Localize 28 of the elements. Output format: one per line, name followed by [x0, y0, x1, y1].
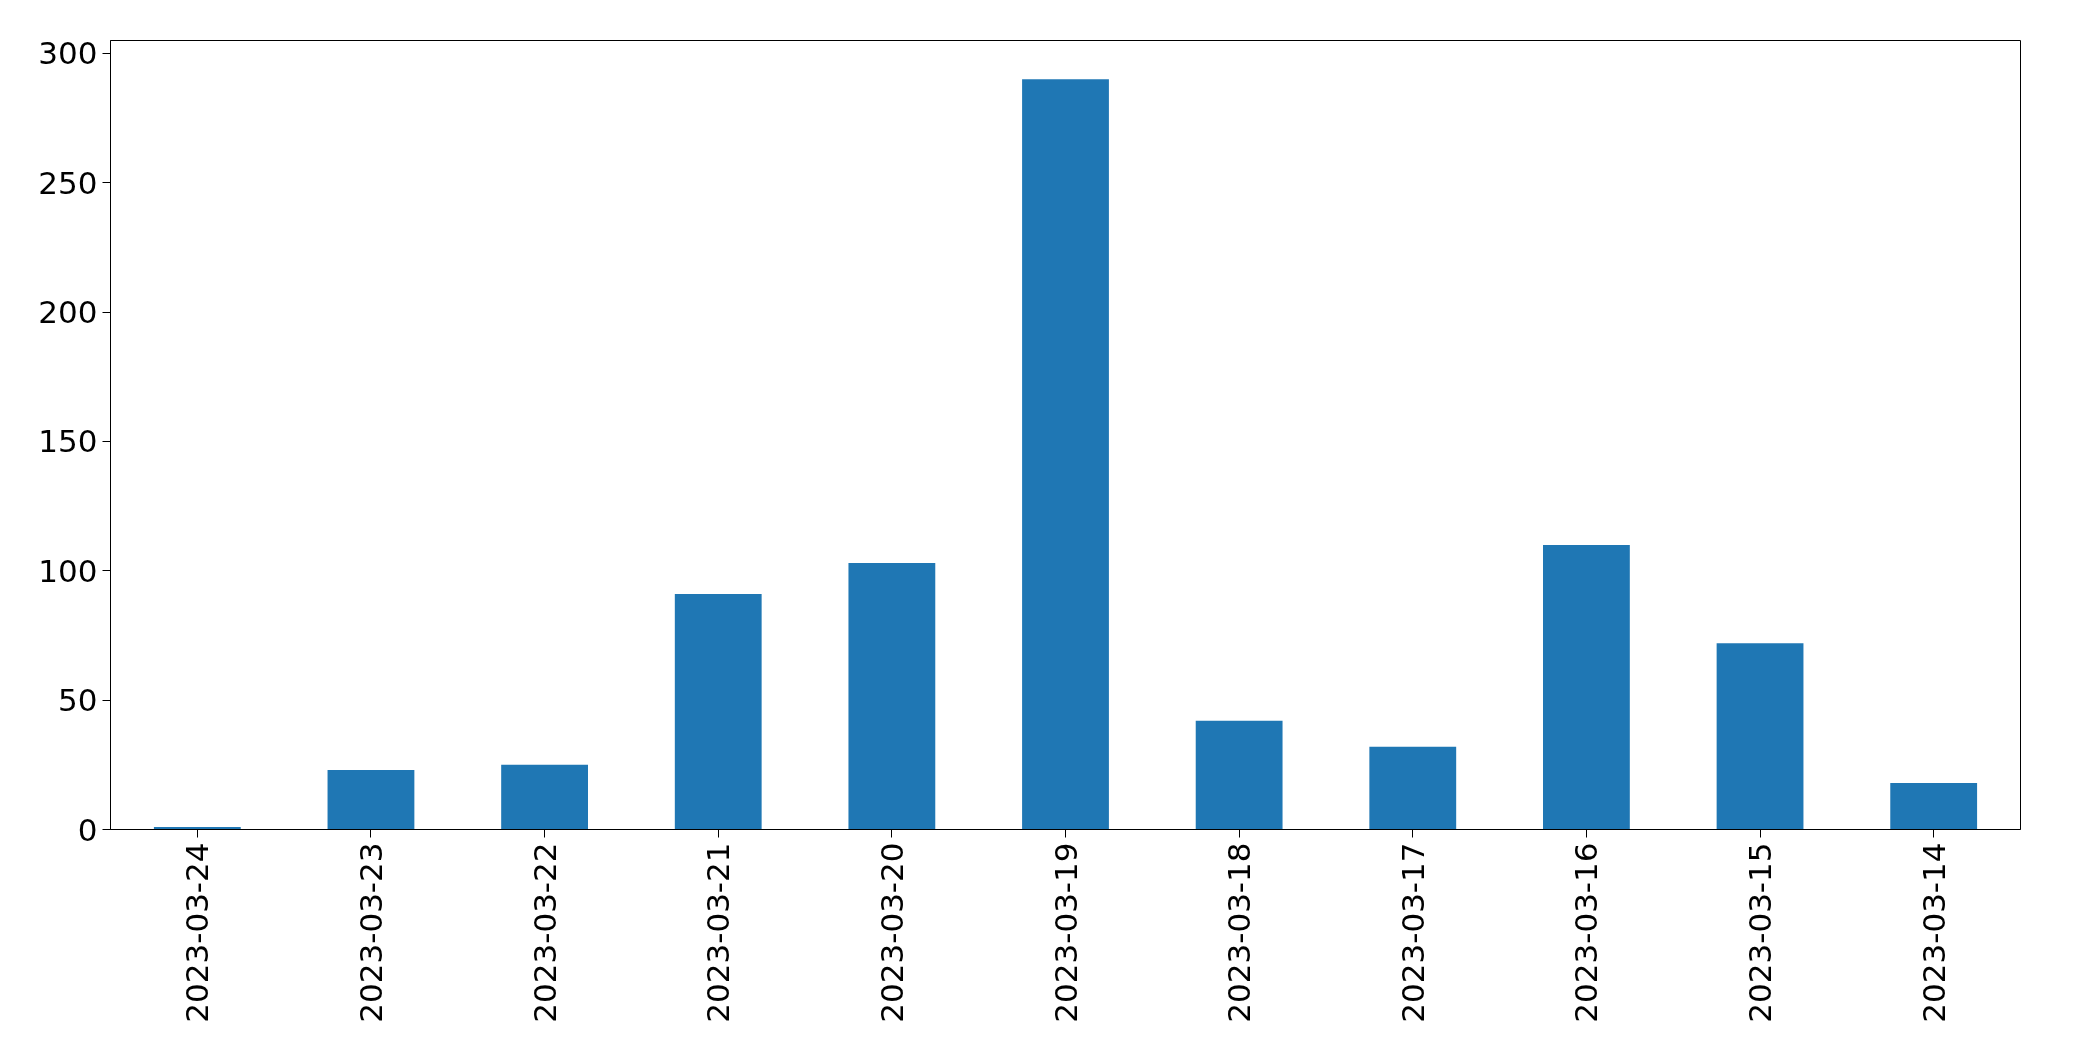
bar — [501, 764, 588, 830]
y-tick-label: 100 — [38, 552, 98, 589]
x-tick-label: 2023-03-24 — [179, 842, 216, 1023]
bar — [1543, 544, 1630, 830]
bar — [674, 594, 762, 830]
x-tick-label: 2023-03-21 — [700, 842, 737, 1023]
y-tick-label: 300 — [38, 35, 98, 72]
x-tick-label: 2023-03-14 — [1915, 842, 1952, 1023]
bar — [1195, 720, 1283, 830]
y-tick-label: 0 — [77, 811, 98, 848]
x-tick-label: 2023-03-20 — [873, 842, 910, 1023]
bar — [1022, 79, 1109, 830]
x-tick-label: 2023-03-18 — [1221, 842, 1258, 1023]
bar — [848, 563, 936, 830]
y-tick-label: 50 — [58, 682, 98, 719]
y-tick-label: 150 — [38, 423, 98, 460]
y-tick-label: 200 — [38, 294, 98, 331]
x-tick-label: 2023-03-15 — [1742, 842, 1779, 1023]
x-tick-label: 2023-03-22 — [526, 842, 563, 1023]
x-tick-label: 2023-03-17 — [1394, 842, 1431, 1023]
x-tick-label: 2023-03-23 — [352, 842, 389, 1023]
x-tick-label: 2023-03-19 — [1047, 842, 1084, 1023]
bar — [1369, 746, 1457, 830]
bar — [1716, 643, 1804, 830]
bar — [327, 770, 415, 830]
bar — [1890, 782, 1978, 830]
y-tick-label: 250 — [38, 164, 98, 201]
x-tick-label: 2023-03-16 — [1568, 842, 1605, 1023]
